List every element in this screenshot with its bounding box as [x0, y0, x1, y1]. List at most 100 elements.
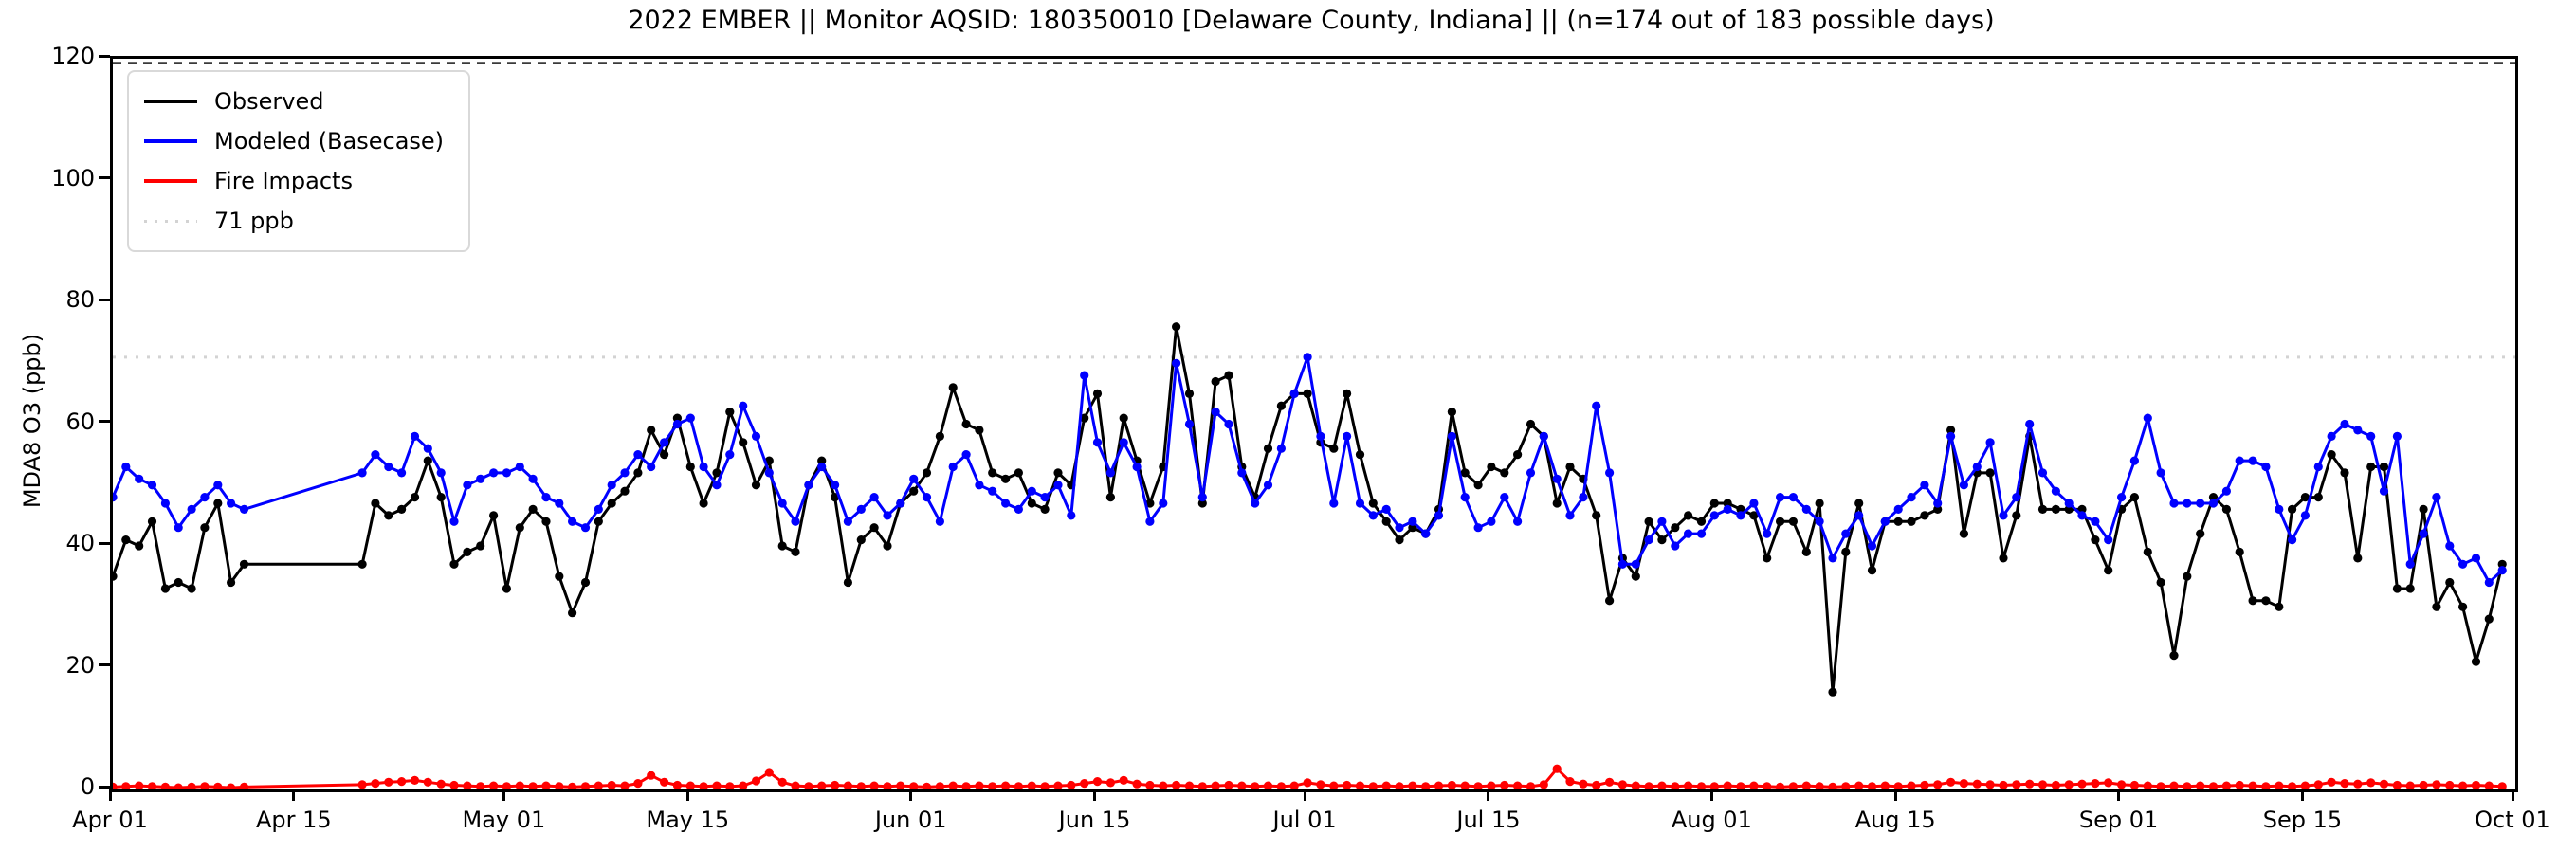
x-tick-label: Apr 15 [256, 807, 332, 833]
observed-marker [739, 438, 748, 447]
fire-impacts-marker [1696, 782, 1707, 789]
observed-marker [568, 608, 577, 618]
modeled-basecase-marker [1067, 511, 1076, 520]
fire-impacts-marker [2025, 779, 2035, 789]
fire-impacts-marker [1473, 782, 1483, 789]
observed-marker [1801, 547, 1811, 557]
observed-marker [476, 541, 485, 551]
fire-impacts-marker [2208, 782, 2219, 789]
fire-impacts-marker [2275, 781, 2284, 789]
observed-marker [1999, 554, 2008, 563]
fire-impacts-marker [869, 781, 879, 789]
fire-impacts-marker [1434, 781, 1444, 789]
modeled-basecase-marker [436, 468, 446, 478]
modeled-basecase-marker [831, 481, 840, 490]
modeled-basecase-marker [1014, 504, 1023, 514]
observed-marker [135, 541, 144, 551]
modeled-basecase-marker [1828, 554, 1837, 563]
x-tick-label: Oct 01 [2475, 807, 2550, 833]
y-tick-mark [99, 298, 110, 301]
modeled-basecase-marker [1197, 493, 1207, 502]
x-tick-label: Aug 15 [1854, 807, 1936, 833]
fire-impacts-marker [1985, 780, 1995, 789]
observed-marker [2235, 547, 2244, 557]
observed-marker [856, 535, 866, 545]
fire-impacts-marker [883, 782, 892, 789]
fire-impacts-marker [580, 782, 591, 789]
fire-impacts-marker [2051, 780, 2060, 789]
observed-marker [1959, 529, 1968, 538]
modeled-basecase-marker [2261, 462, 2271, 472]
observed-marker [489, 511, 499, 520]
modeled-basecase-marker [227, 499, 236, 508]
fire-impacts-marker [541, 781, 551, 789]
observed-marker [1368, 499, 1378, 508]
x-tick-mark [2117, 789, 2121, 801]
modeled-basecase-marker [2196, 499, 2205, 508]
modeled-basecase-marker [1736, 511, 1745, 520]
modeled-basecase-marker [1447, 431, 1456, 441]
modeled-basecase-marker [1867, 541, 1877, 551]
fire-impacts-marker [2484, 781, 2494, 789]
observed-marker [961, 419, 971, 429]
fire-impacts-marker [1776, 782, 1785, 789]
observed-marker [2248, 596, 2257, 606]
modeled-basecase-marker [764, 468, 774, 478]
observed-marker [1119, 413, 1128, 423]
observed-marker [1211, 376, 1220, 387]
fire-impacts-marker [1014, 782, 1023, 789]
fire-impacts-marker [948, 781, 958, 789]
observed-marker [1092, 389, 1103, 398]
modeled-basecase-marker [1657, 517, 1667, 526]
fire-impacts-marker [909, 782, 919, 789]
fire-impacts-marker [1749, 781, 1759, 789]
chart-canvas [113, 62, 2515, 789]
modeled-basecase-marker [423, 444, 432, 453]
observed-marker [174, 577, 183, 588]
modeled-basecase-marker [1080, 371, 1089, 380]
modeled-basecase-marker [804, 481, 813, 490]
observed-marker [660, 450, 669, 460]
fire-impacts-marker [1132, 779, 1142, 789]
modeled-basecase-marker [2327, 431, 2336, 441]
fire-impacts-marker [1999, 780, 2008, 789]
fire-impacts-marker [739, 781, 748, 789]
fire-impacts-marker [988, 782, 997, 789]
observed-marker [2497, 559, 2507, 569]
fire-impacts-marker [1159, 781, 1168, 789]
observed-marker [1355, 450, 1365, 460]
modeled-basecase-marker [2275, 504, 2284, 514]
modeled-basecase-marker [2208, 499, 2219, 508]
modeled-basecase-marker [1671, 541, 1680, 551]
modeled-basecase-marker [791, 517, 800, 526]
modeled-basecase-marker [1224, 419, 1233, 429]
fire-impacts-marker [449, 780, 459, 789]
observed-marker [1985, 468, 1995, 478]
fire-impacts-marker [2143, 781, 2152, 789]
modeled-basecase-marker [2484, 577, 2494, 588]
observed-marker [541, 517, 551, 526]
observed-marker [1709, 499, 1719, 508]
observed-marker [1920, 511, 1929, 520]
x-tick-label: May 01 [462, 807, 546, 833]
fire-impacts-marker [1395, 782, 1404, 789]
modeled-basecase-marker [1289, 389, 1299, 398]
fire-impacts-marker [1617, 780, 1627, 789]
fire-impacts-marker [777, 777, 787, 787]
observed-marker [1080, 413, 1089, 423]
observed-marker [2037, 504, 2048, 514]
fire-impacts-marker [357, 780, 367, 789]
modeled-basecase-marker [1684, 529, 1693, 538]
observed-marker [817, 456, 827, 465]
observed-marker [1788, 517, 1798, 526]
fire-impacts-marker [620, 781, 630, 789]
plot-area [110, 56, 2518, 792]
modeled-basecase-marker [2471, 554, 2481, 563]
fire-impacts-marker [1946, 777, 1956, 787]
legend: Observed Modeled (Basecase) Fire Impacts 71… [127, 70, 471, 252]
modeled-basecase-marker [685, 413, 695, 423]
fire-impacts-marker [672, 780, 682, 789]
x-tick-mark [909, 789, 913, 801]
modeled-basecase-marker [2037, 468, 2048, 478]
fire-impacts-marker [1105, 778, 1115, 788]
